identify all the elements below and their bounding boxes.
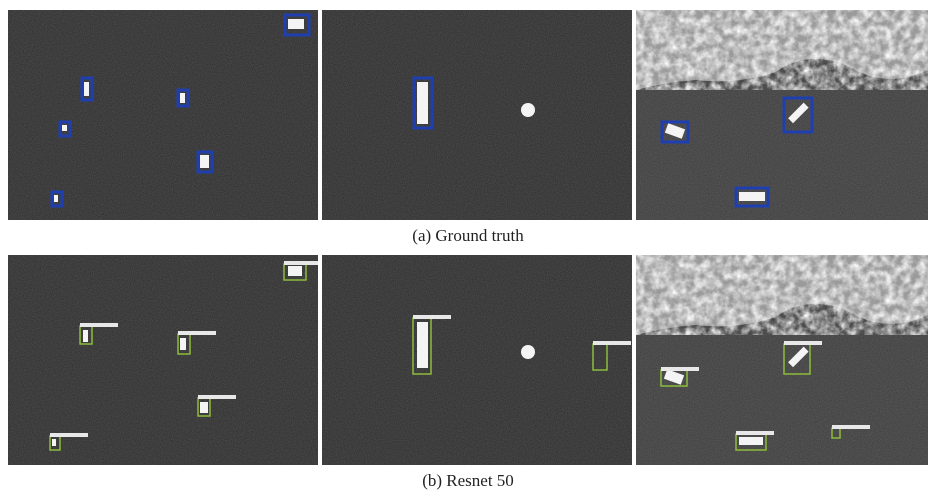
row-resnet50: (b) Resnet 50 xyxy=(8,255,928,490)
sar-image xyxy=(636,10,928,220)
caption: (b) Resnet 50 xyxy=(422,471,514,490)
row-ground-truth: (a) Ground truth xyxy=(8,10,928,245)
sar-image xyxy=(8,10,318,220)
sar-image xyxy=(322,10,632,220)
figure: (a) Ground truth xyxy=(0,0,936,492)
caption: (a) Ground truth xyxy=(412,226,524,245)
sar-image xyxy=(636,255,928,465)
sar-image xyxy=(322,255,632,465)
